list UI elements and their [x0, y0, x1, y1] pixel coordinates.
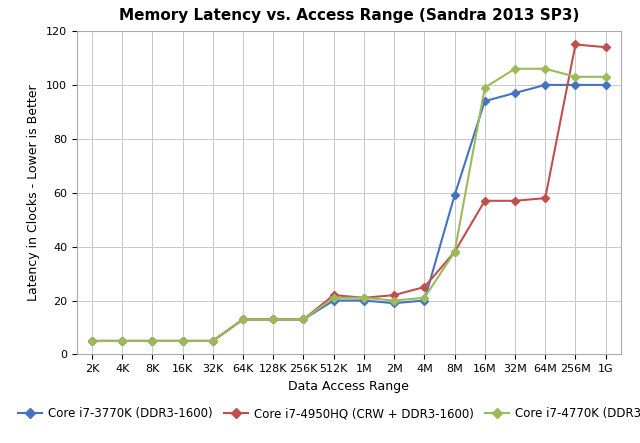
Core i7-3770K (DDR3-1600)	[390, 300, 398, 306]
Core i7-4770K (DDR3-1600)	[118, 338, 126, 344]
Core i7-4950HQ (CRW + DDR3-1600)	[88, 338, 96, 344]
Line: Core i7-4950HQ (CRW + DDR3-1600): Core i7-4950HQ (CRW + DDR3-1600)	[89, 42, 609, 344]
Core i7-4770K (DDR3-1600)	[148, 338, 156, 344]
Core i7-4770K (DDR3-1600)	[420, 295, 428, 300]
Core i7-4950HQ (CRW + DDR3-1600)	[300, 317, 307, 322]
Core i7-4770K (DDR3-1600)	[511, 66, 519, 71]
Core i7-4950HQ (CRW + DDR3-1600)	[481, 198, 489, 203]
Core i7-4950HQ (CRW + DDR3-1600)	[118, 338, 126, 344]
Core i7-4770K (DDR3-1600)	[179, 338, 186, 344]
Core i7-4770K (DDR3-1600)	[541, 66, 549, 71]
Core i7-4950HQ (CRW + DDR3-1600)	[511, 198, 519, 203]
Core i7-3770K (DDR3-1600)	[330, 298, 337, 303]
Core i7-3770K (DDR3-1600)	[148, 338, 156, 344]
Core i7-4770K (DDR3-1600)	[209, 338, 216, 344]
Core i7-4770K (DDR3-1600)	[390, 298, 398, 303]
Core i7-4770K (DDR3-1600)	[602, 74, 609, 79]
Core i7-3770K (DDR3-1600)	[572, 82, 579, 88]
Line: Core i7-4770K (DDR3-1600): Core i7-4770K (DDR3-1600)	[89, 66, 609, 344]
Core i7-3770K (DDR3-1600)	[179, 338, 186, 344]
Core i7-3770K (DDR3-1600)	[420, 298, 428, 303]
Y-axis label: Latency in Clocks - Lower is Better: Latency in Clocks - Lower is Better	[28, 85, 40, 301]
Core i7-4950HQ (CRW + DDR3-1600)	[420, 284, 428, 290]
Core i7-4950HQ (CRW + DDR3-1600)	[451, 249, 458, 255]
Core i7-4770K (DDR3-1600)	[481, 85, 489, 90]
Core i7-4950HQ (CRW + DDR3-1600)	[390, 292, 398, 298]
Core i7-4770K (DDR3-1600)	[300, 317, 307, 322]
Legend: Core i7-3770K (DDR3-1600), Core i7-4950HQ (CRW + DDR3-1600), Core i7-4770K (DDR3: Core i7-3770K (DDR3-1600), Core i7-4950H…	[13, 402, 640, 425]
Core i7-4950HQ (CRW + DDR3-1600)	[179, 338, 186, 344]
Core i7-4770K (DDR3-1600)	[239, 317, 247, 322]
Title: Memory Latency vs. Access Range (Sandra 2013 SP3): Memory Latency vs. Access Range (Sandra …	[118, 8, 579, 23]
Core i7-4770K (DDR3-1600)	[451, 249, 458, 255]
Core i7-4770K (DDR3-1600)	[330, 295, 337, 300]
Core i7-4950HQ (CRW + DDR3-1600)	[269, 317, 277, 322]
Core i7-4770K (DDR3-1600)	[572, 74, 579, 79]
Core i7-3770K (DDR3-1600)	[239, 317, 247, 322]
Core i7-3770K (DDR3-1600)	[541, 82, 549, 88]
Core i7-3770K (DDR3-1600)	[118, 338, 126, 344]
Core i7-3770K (DDR3-1600)	[511, 90, 519, 96]
Core i7-4770K (DDR3-1600)	[269, 317, 277, 322]
Line: Core i7-3770K (DDR3-1600): Core i7-3770K (DDR3-1600)	[89, 82, 609, 344]
Core i7-3770K (DDR3-1600)	[451, 193, 458, 198]
Core i7-4950HQ (CRW + DDR3-1600)	[330, 292, 337, 298]
Core i7-4770K (DDR3-1600)	[88, 338, 96, 344]
Core i7-3770K (DDR3-1600)	[300, 317, 307, 322]
Core i7-3770K (DDR3-1600)	[209, 338, 216, 344]
Core i7-3770K (DDR3-1600)	[481, 98, 489, 104]
Core i7-4950HQ (CRW + DDR3-1600)	[541, 195, 549, 201]
Core i7-4770K (DDR3-1600)	[360, 295, 368, 300]
Core i7-4950HQ (CRW + DDR3-1600)	[360, 295, 368, 300]
Core i7-3770K (DDR3-1600)	[360, 298, 368, 303]
Core i7-4950HQ (CRW + DDR3-1600)	[209, 338, 216, 344]
Core i7-4950HQ (CRW + DDR3-1600)	[148, 338, 156, 344]
Core i7-4950HQ (CRW + DDR3-1600)	[572, 42, 579, 47]
Core i7-3770K (DDR3-1600)	[88, 338, 96, 344]
Core i7-3770K (DDR3-1600)	[602, 82, 609, 88]
Core i7-4950HQ (CRW + DDR3-1600)	[239, 317, 247, 322]
X-axis label: Data Access Range: Data Access Range	[289, 380, 409, 392]
Core i7-3770K (DDR3-1600)	[269, 317, 277, 322]
Core i7-4950HQ (CRW + DDR3-1600)	[602, 45, 609, 50]
